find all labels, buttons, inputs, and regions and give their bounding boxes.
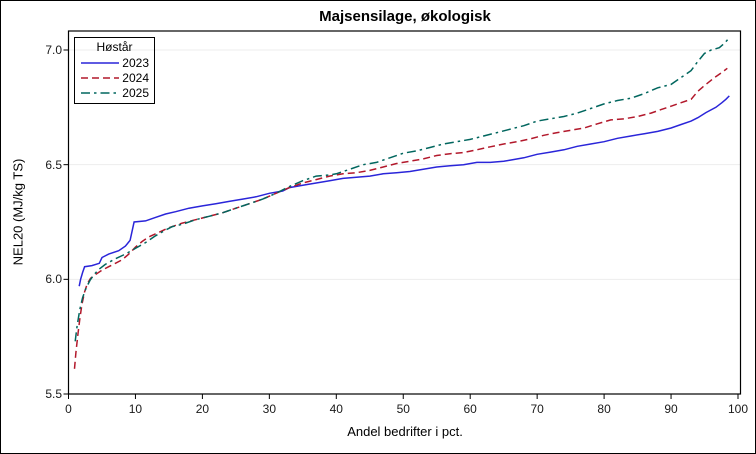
y-tick-label-7.0: 7.0 xyxy=(45,43,62,57)
legend-label: 2023 xyxy=(122,55,149,70)
legend-swatch-2023-icon xyxy=(81,61,119,64)
x-tick-label-90: 90 xyxy=(664,402,678,416)
legend-swatch-2025-icon xyxy=(81,91,119,94)
y-tick-label-6.5: 6.5 xyxy=(45,157,62,172)
x-tick-label-30: 30 xyxy=(262,402,277,416)
x-tick-label-0: 0 xyxy=(65,402,72,416)
y-tick-label-6.0: 6.0 xyxy=(45,272,62,287)
y-tick-label-5.5: 5.5 xyxy=(45,387,62,401)
series-line-2025 xyxy=(74,38,730,342)
x-tick-label-10: 10 xyxy=(128,402,143,416)
legend-label: 2024 xyxy=(122,70,149,85)
x-tick-label-50: 50 xyxy=(396,402,410,416)
x-tick-label-60: 60 xyxy=(463,402,477,416)
plot-frame xyxy=(67,30,742,395)
legend-entry-2023: 2023 xyxy=(80,55,149,70)
legend-title: Høstår xyxy=(96,40,133,54)
x-tick-label-80: 80 xyxy=(597,402,611,416)
x-tick-label-100: 100 xyxy=(727,402,749,416)
legend-box: Høstår 2023 2024 2025 xyxy=(74,37,155,104)
legend-label: 2025 xyxy=(122,85,149,100)
x-tick-label-70: 70 xyxy=(530,402,544,416)
x-tick-label-20: 20 xyxy=(195,402,210,416)
x-tick-label-40: 40 xyxy=(329,402,343,416)
y-axis-label: NEL20 (MJ/kg TS) xyxy=(10,158,26,266)
x-axis-label: Andel bedrifter i pct. xyxy=(347,424,463,439)
chart-title: Majsensilage, økologisk xyxy=(319,8,491,25)
legend-entry-2024: 2024 xyxy=(80,70,149,85)
legend-entry-2025: 2025 xyxy=(80,85,149,100)
series-line-2023 xyxy=(78,95,730,287)
series-line-2024 xyxy=(73,67,728,369)
legend-swatch-2024-icon xyxy=(81,76,119,79)
